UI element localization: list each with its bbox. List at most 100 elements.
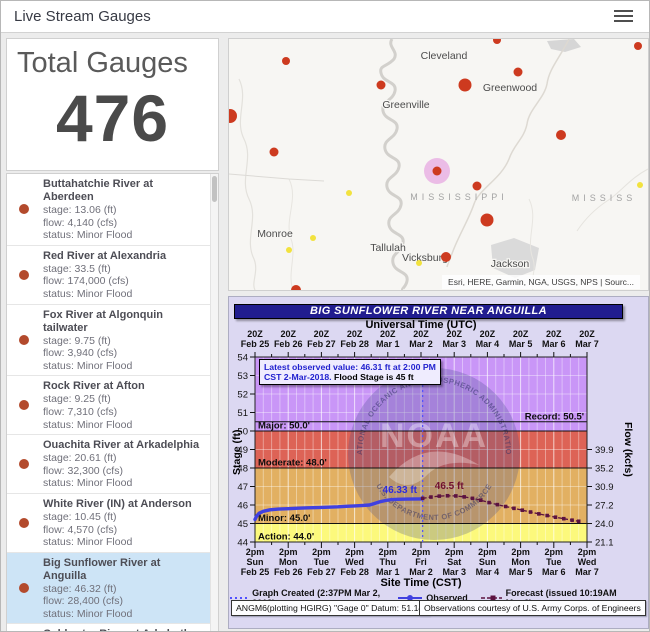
map-gauge-marker[interactable] (376, 80, 386, 90)
map-gauge-marker[interactable] (346, 190, 352, 196)
scrollbar-thumb[interactable] (212, 176, 217, 202)
svg-text:Moderate: 48.0': Moderate: 48.0' (258, 458, 327, 469)
map-gauge-marker[interactable] (493, 39, 501, 44)
svg-text:Mar 3: Mar 3 (442, 339, 466, 349)
gauge-status: status: Minor Flood (43, 359, 133, 372)
svg-text:Minor: 45.0': Minor: 45.0' (258, 513, 310, 524)
latest-observed-date: CST 2-Mar-2018. (264, 372, 332, 382)
gauge-stage: stage: 20.61 (ft) (43, 452, 117, 465)
svg-text:20Z: 20Z (247, 329, 263, 339)
map-panel[interactable]: MISSISSIPPI MISSISS Cleveland Greenville Gre… (228, 38, 649, 291)
gauge-list-panel: Buttahatchie River at Aberdeen stage: 13.… (6, 173, 219, 631)
svg-text:54: 54 (237, 353, 248, 364)
map-gauge-marker[interactable] (472, 181, 482, 191)
dotted-line-icon (230, 597, 249, 599)
map-gauge-marker[interactable] (634, 42, 642, 50)
gauge-list-item[interactable]: Ouachita River at Arkadelphia stage: 20.6… (7, 435, 218, 494)
map-city-label: Tallulah (370, 242, 406, 254)
svg-text:47: 47 (237, 482, 248, 493)
svg-text:Mon: Mon (279, 557, 298, 567)
svg-text:21.1: 21.1 (595, 538, 614, 549)
svg-text:2pm: 2pm (345, 547, 364, 557)
svg-text:50: 50 (237, 427, 248, 438)
svg-text:2pm: 2pm (379, 547, 398, 557)
svg-text:Feb 27: Feb 27 (307, 339, 336, 349)
svg-text:20Z: 20Z (513, 329, 529, 339)
map-gauge-marker[interactable] (282, 57, 290, 65)
svg-text:Sat: Sat (447, 557, 461, 567)
svg-text:Mar 2: Mar 2 (409, 339, 433, 349)
gauge-status-dot-icon (19, 400, 29, 411)
page-title: Live Stream Gauges (14, 8, 151, 25)
svg-text:20Z: 20Z (480, 329, 496, 339)
map-gauge-marker[interactable] (269, 147, 279, 157)
gauge-name: Fox River at Algonquin tailwater (43, 308, 163, 334)
svg-text:20Z: 20Z (280, 329, 296, 339)
svg-text:Wed: Wed (578, 557, 597, 567)
gauge-name: Ouachita River at Arkadelphia (43, 439, 200, 452)
svg-text:20Z: 20Z (413, 329, 429, 339)
map-city-label: Greenville (382, 99, 429, 111)
svg-text:Mon: Mon (511, 557, 529, 567)
map-city-label: Cleveland (421, 50, 468, 62)
svg-text:Feb 25: Feb 25 (241, 567, 270, 577)
gauge-list-item[interactable]: Big Sunflower River at Anguilla stage: 46… (7, 552, 218, 625)
svg-text:Feb 27: Feb 27 (307, 567, 336, 577)
map-gauge-marker[interactable] (291, 285, 301, 290)
gauge-flow: flow: 4,140 (cfs) (43, 216, 118, 229)
svg-text:46.5 ft: 46.5 ft (435, 481, 465, 492)
svg-text:53: 53 (237, 371, 248, 382)
svg-text:Mar 3: Mar 3 (442, 567, 466, 577)
map-gauge-marker[interactable] (480, 213, 494, 227)
svg-text:52: 52 (237, 390, 248, 401)
map-gauge-marker[interactable] (310, 235, 316, 241)
gage-datum-note: ANGM6(plotting HGIRG) "Gage 0" Datum: 51… (231, 600, 430, 616)
svg-text:24.0: 24.0 (595, 519, 614, 530)
map-gauge-marker[interactable] (441, 252, 451, 262)
map-gauge-marker[interactable] (637, 182, 643, 188)
svg-text:Mar 2: Mar 2 (409, 567, 433, 577)
hamburger-menu-icon[interactable] (614, 10, 633, 24)
utc-axis-title: Universal Time (UTC) (365, 319, 477, 331)
map-gauge-marker[interactable] (432, 166, 442, 176)
gauge-status-dot-icon (19, 269, 29, 280)
list-scrollbar[interactable] (210, 174, 218, 631)
svg-text:Thu: Thu (380, 557, 397, 567)
gauge-list-item[interactable]: Red River at Alexandria stage: 33.5 (ft) f… (7, 245, 218, 305)
map-gauge-marker[interactable] (513, 67, 523, 77)
svg-text:Feb 25: Feb 25 (241, 339, 270, 349)
svg-text:2pm: 2pm (312, 547, 331, 557)
gauge-status: status: Minor Flood (43, 229, 133, 242)
gauge-stage: stage: 9.75 (ft) (43, 334, 111, 347)
map-city-label: Vicksburg (402, 252, 448, 264)
svg-text:48: 48 (237, 464, 248, 475)
svg-text:2pm: 2pm (511, 547, 530, 557)
svg-text:Mar 1: Mar 1 (376, 567, 400, 577)
total-gauges-label: Total Gauges (17, 47, 188, 79)
gauge-list-item[interactable]: Fox River at Algonquin tailwater stage: 9… (7, 304, 218, 377)
gauge-flow: flow: 4,570 (cfs) (43, 523, 118, 536)
map-gauge-marker[interactable] (286, 247, 292, 253)
gauge-flow: flow: 174,000 (cfs) (43, 275, 129, 288)
gauge-list-item[interactable]: Rock River at Afton stage: 9.25 (ft) flow:… (7, 376, 218, 436)
map-gauge-marker[interactable] (458, 78, 472, 92)
map-gauge-marker[interactable] (229, 109, 237, 123)
svg-text:20Z: 20Z (380, 329, 396, 339)
hydrograph-chart: NATIONAL OCEANIC AND ATMOSPHERIC ADMINIS… (229, 297, 614, 577)
svg-text:Mar 6: Mar 6 (542, 339, 566, 349)
total-gauges-value: 476 (55, 81, 170, 155)
gauge-list-item[interactable]: Buttahatchie River at Aberdeen stage: 13.… (7, 174, 218, 246)
gauge-list-item[interactable]: White River (IN) at Anderson stage: 10.45… (7, 493, 218, 553)
svg-text:Action: 44.0': Action: 44.0' (258, 532, 314, 543)
cst-axis-title: Site Time (CST) (380, 577, 462, 589)
total-gauges-card: Total Gauges 476 (6, 38, 219, 171)
gauge-list-item[interactable]: Coldwater River at Arkabutla Damstage: 2… (7, 624, 218, 631)
map-gauge-marker[interactable] (416, 260, 422, 266)
map-gauge-marker[interactable] (556, 130, 566, 140)
svg-text:Mar 4: Mar 4 (476, 339, 500, 349)
svg-text:45: 45 (237, 519, 248, 530)
gauge-status-dot-icon (19, 204, 29, 215)
svg-text:Mar 5: Mar 5 (509, 567, 533, 577)
map-attribution: Esri, HERE, Garmin, NGA, USGS, NPS | Sou… (442, 275, 640, 289)
map[interactable]: MISSISSIPPI MISSISS Cleveland Greenville Gre… (229, 39, 648, 290)
